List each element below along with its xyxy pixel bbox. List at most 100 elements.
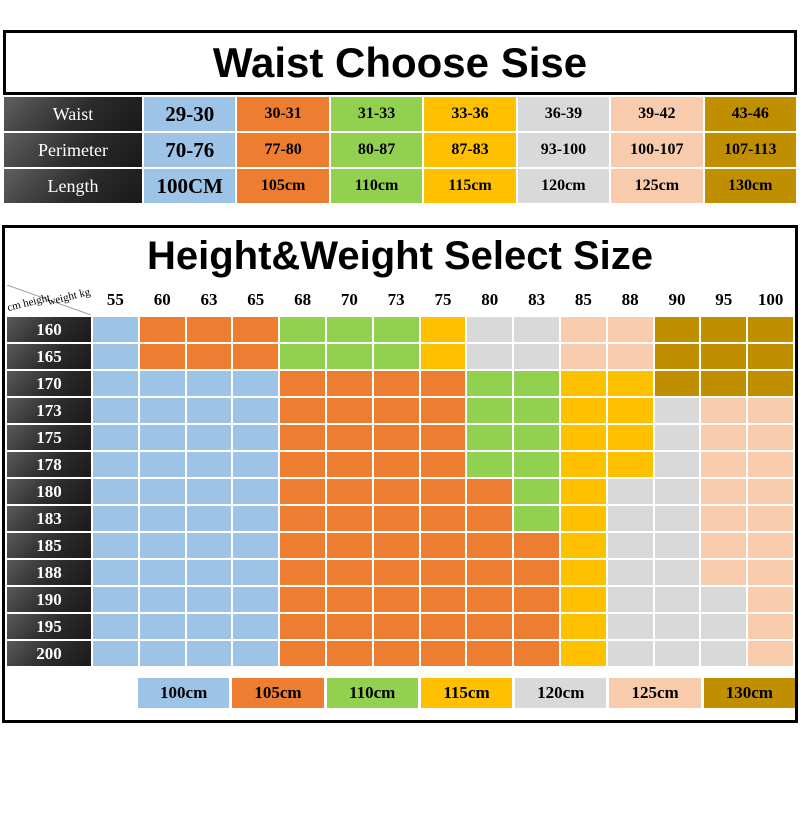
weight-column-header: 75 (418, 283, 468, 317)
size-cell (184, 450, 234, 479)
size-cell (652, 315, 702, 344)
size-cell (371, 612, 421, 641)
size-cell (652, 531, 702, 560)
size-cell (91, 423, 140, 452)
size-cell (184, 531, 234, 560)
size-cell (512, 369, 561, 398)
size-cell (605, 477, 655, 506)
size-cell (512, 558, 561, 587)
size-legend: 100cm 105cm 110cm 115cm 120cm 125cm 130cm (138, 678, 795, 708)
size-cell (231, 423, 281, 452)
weight-column-header: 70 (324, 283, 374, 317)
size-cell (418, 612, 468, 641)
weight-column-header: 73 (371, 283, 421, 317)
size-grid-row: 195 (5, 612, 795, 641)
size-cell (324, 558, 374, 587)
size-cell (278, 477, 327, 506)
size-cell (137, 396, 187, 425)
weight-column-header: 55 (91, 283, 140, 317)
size-cell (371, 558, 421, 587)
height-row-header: 175 (5, 423, 93, 452)
size-cell (91, 450, 140, 479)
size-cell (652, 450, 702, 479)
size-cell (512, 504, 561, 533)
waist-row-label: Waist (4, 97, 142, 131)
weight-column-header: 80 (465, 283, 515, 317)
size-cell (278, 504, 327, 533)
size-cell (91, 315, 140, 344)
size-cell (324, 396, 374, 425)
size-cell (184, 423, 234, 452)
size-cell (91, 477, 140, 506)
waist-value-cell: 33-36 (424, 97, 516, 131)
size-cell (465, 315, 515, 344)
size-cell (699, 531, 749, 560)
height-row-header: 185 (5, 531, 93, 560)
size-cell (746, 531, 795, 560)
size-cell (605, 342, 655, 371)
size-cell (465, 396, 515, 425)
height-row-header: 200 (5, 639, 93, 668)
waist-value-cell: 120cm (517, 169, 610, 203)
waist-row-label: Perimeter (4, 133, 142, 167)
size-cell (184, 369, 234, 398)
size-cell (558, 477, 608, 506)
size-cell (512, 612, 561, 641)
size-cell (184, 585, 234, 614)
size-cell (371, 396, 421, 425)
size-cell (652, 396, 702, 425)
size-cell (91, 612, 140, 641)
height-weight-section: Height&Weight Select Size weight kg cm he… (2, 225, 798, 723)
size-cell (371, 342, 421, 371)
size-cell (371, 585, 421, 614)
size-cell (465, 612, 515, 641)
size-cell (746, 477, 795, 506)
size-cell (746, 342, 795, 371)
waist-value-cell: 30-31 (237, 97, 329, 131)
size-cell (699, 585, 749, 614)
waist-table-title: Waist Choose Sise (3, 30, 797, 95)
size-cell (418, 315, 468, 344)
size-cell (91, 396, 140, 425)
size-cell (137, 585, 187, 614)
weight-column-header: 95 (699, 283, 749, 317)
size-cell (558, 558, 608, 587)
size-cell (699, 315, 749, 344)
size-cell (278, 612, 327, 641)
size-grid-row: 170 (5, 369, 795, 398)
weight-column-header: 83 (512, 283, 561, 317)
waist-table-row: Length 100CM 105cm 110cm 115cm 120cm 125cm 130c… (4, 169, 796, 203)
size-cell (699, 396, 749, 425)
size-cell (465, 369, 515, 398)
size-cell (418, 369, 468, 398)
size-cell (324, 450, 374, 479)
size-cell (605, 315, 655, 344)
size-cell (605, 423, 655, 452)
size-cell (278, 531, 327, 560)
size-cell (512, 639, 561, 668)
waist-value-cell: 105cm (237, 169, 329, 203)
size-cell (699, 504, 749, 533)
size-grid-row: 188 (5, 558, 795, 587)
size-grid-row: 175 (5, 423, 795, 452)
weight-column-header: 88 (605, 283, 655, 317)
size-cell (137, 423, 187, 452)
waist-row-label: Length (4, 169, 142, 203)
size-cell (137, 315, 187, 344)
height-row-header: 173 (5, 396, 93, 425)
size-cell (91, 639, 140, 668)
size-cell (465, 342, 515, 371)
size-cell (512, 585, 561, 614)
size-cell (371, 423, 421, 452)
size-cell (418, 558, 468, 587)
size-cell (652, 477, 702, 506)
size-cell (605, 639, 655, 668)
size-cell (137, 477, 187, 506)
weight-header-row: weight kg cm height 55 60 63 65 68 70 73 75 80 83 85… (5, 283, 795, 317)
size-cell (278, 369, 327, 398)
legend-item: 105cm (232, 678, 324, 708)
size-cell (324, 315, 374, 344)
size-cell (371, 369, 421, 398)
corner-diagonal-icon (8, 286, 90, 314)
size-cell (231, 396, 281, 425)
